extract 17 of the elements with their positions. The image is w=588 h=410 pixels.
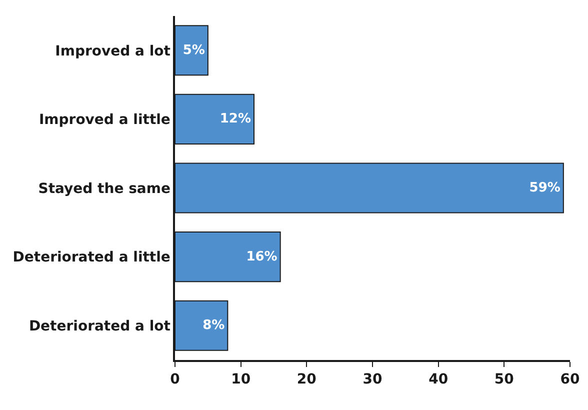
data-label: 16% (246, 249, 278, 264)
y-tick-label: Improved a little (38, 112, 170, 128)
x-tick-label: 60 (560, 372, 580, 388)
y-tick-label: Deteriorated a little (12, 250, 170, 266)
y-tick-label: Improved a lot (55, 43, 171, 60)
x-tick-label: 30 (362, 372, 382, 388)
data-label: 59% (529, 180, 560, 196)
x-tick-label: 40 (428, 372, 448, 388)
x-tick-label: 20 (296, 372, 317, 388)
data-label: 8% (202, 318, 225, 334)
y-tick-label: Stayed the same (38, 180, 170, 197)
y-tick-label: Deteriorated a lot (28, 318, 171, 334)
data-label: 5% (182, 42, 205, 58)
data-label: 12% (220, 112, 251, 127)
x-tick-label: 50 (494, 372, 514, 388)
x-tick-label: 0 (170, 372, 180, 388)
x-tick-label: 10 (231, 372, 251, 388)
